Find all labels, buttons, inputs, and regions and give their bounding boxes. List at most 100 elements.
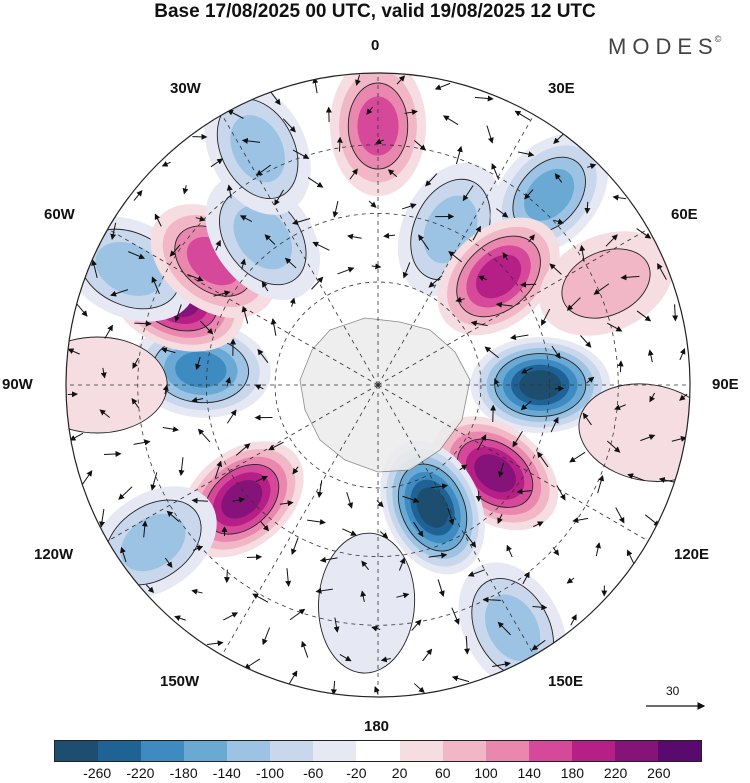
wind-vector <box>243 658 261 670</box>
wind-vector <box>339 654 352 662</box>
wind-vector <box>342 528 357 536</box>
wind-vector <box>226 184 233 199</box>
anomaly-contour <box>475 254 522 299</box>
wind-vector <box>447 507 455 526</box>
wind-vector <box>396 592 410 599</box>
wind-vector <box>514 110 531 121</box>
anomaly-contour <box>120 513 186 572</box>
wind-vector <box>270 318 277 336</box>
lon-label-60w: 60W <box>44 206 75 223</box>
wind-vector <box>312 241 330 251</box>
colorbar-tick: -20 <box>346 765 367 781</box>
wind-vector <box>569 451 586 463</box>
lon-label-120e: 120E <box>674 546 710 563</box>
wind-vector <box>287 670 298 687</box>
wind-vector <box>379 531 389 539</box>
wind-vector <box>520 281 537 288</box>
wind-vector <box>451 607 460 625</box>
wind-vector <box>491 163 500 180</box>
wind-vector <box>497 621 511 636</box>
wind-vector <box>496 208 509 218</box>
anomaly-contour <box>95 242 164 296</box>
wind-vector <box>332 201 339 218</box>
wind-vector <box>174 615 186 621</box>
wind-vector <box>349 168 358 180</box>
wind-vector <box>679 348 686 361</box>
wind-vector <box>553 218 565 225</box>
wind-vector <box>197 428 211 443</box>
wind-vector <box>247 554 263 561</box>
meridian-line <box>107 384 379 542</box>
graticule <box>66 73 690 697</box>
wind-vector <box>110 222 117 240</box>
wind-vector <box>617 360 624 373</box>
wind-vector <box>570 614 577 626</box>
wind-vector <box>459 464 468 471</box>
wind-vector <box>520 400 532 411</box>
brand-mark: © <box>714 34 722 44</box>
colorbar-tick: -260 <box>83 765 112 781</box>
wind-vector <box>579 244 586 262</box>
wind-vector <box>260 520 270 532</box>
wind-vector <box>307 177 324 188</box>
lon-label-120w: 120W <box>34 546 74 563</box>
wind-vector <box>199 320 214 335</box>
wind-vector <box>223 612 239 621</box>
wind-vector <box>587 163 597 170</box>
wind-vector <box>224 569 230 584</box>
wind-vector <box>467 569 486 577</box>
wind-vector <box>289 608 306 621</box>
wind-vector <box>162 426 179 433</box>
wind-vector <box>371 625 381 632</box>
wind-vector <box>235 443 251 456</box>
wind-vector <box>582 412 592 426</box>
wind-vector <box>470 320 488 327</box>
wind-vector <box>264 234 276 245</box>
anomaly-blobs <box>66 73 690 694</box>
wind-vector <box>195 356 201 371</box>
lon-label-30w: 30W <box>170 80 201 97</box>
wind-vector <box>191 396 204 403</box>
wind-vector <box>549 263 562 275</box>
wind-vector <box>620 274 640 281</box>
wind-vector <box>261 281 269 292</box>
map-title: Base 17/08/2025 00 UTC, valid 19/08/2025… <box>154 1 596 22</box>
wind-vector <box>355 74 361 86</box>
lon-label-0: 0 <box>371 37 380 54</box>
wind-vector <box>274 189 284 206</box>
wind-vector <box>490 404 497 422</box>
wind-vector <box>554 385 565 392</box>
wind-vector <box>524 189 534 200</box>
colorbar-swatch <box>657 741 701 761</box>
wind-vector <box>292 149 310 159</box>
wind-vector <box>607 322 623 332</box>
wind-vector <box>451 675 470 683</box>
wind-vector <box>312 77 319 94</box>
wind-vector <box>213 290 231 297</box>
wind-vector <box>292 466 299 475</box>
wind-vector <box>411 619 422 631</box>
wind-vector <box>455 145 463 165</box>
lon-label-180: 180 <box>364 718 390 735</box>
wind-vector <box>413 683 425 694</box>
wind-vector <box>672 304 679 322</box>
wind-vector <box>478 275 487 282</box>
wind-vector <box>402 495 420 503</box>
wind-vector <box>465 533 477 548</box>
wind-vector <box>154 213 162 227</box>
wind-vector <box>532 521 544 528</box>
wind-vector <box>241 305 249 324</box>
wind-vector <box>166 510 180 523</box>
wind-vector <box>448 250 462 263</box>
wind-vector <box>522 571 530 585</box>
wind-vector <box>614 404 626 411</box>
wind-vector <box>477 434 487 451</box>
wind-vector <box>554 173 563 183</box>
wind-vector <box>647 349 654 363</box>
wind-vector <box>330 680 337 696</box>
wind-vector <box>434 82 451 91</box>
colorbar-swatch <box>184 741 228 761</box>
wind-vector <box>541 308 551 326</box>
wind-vector <box>206 640 224 647</box>
